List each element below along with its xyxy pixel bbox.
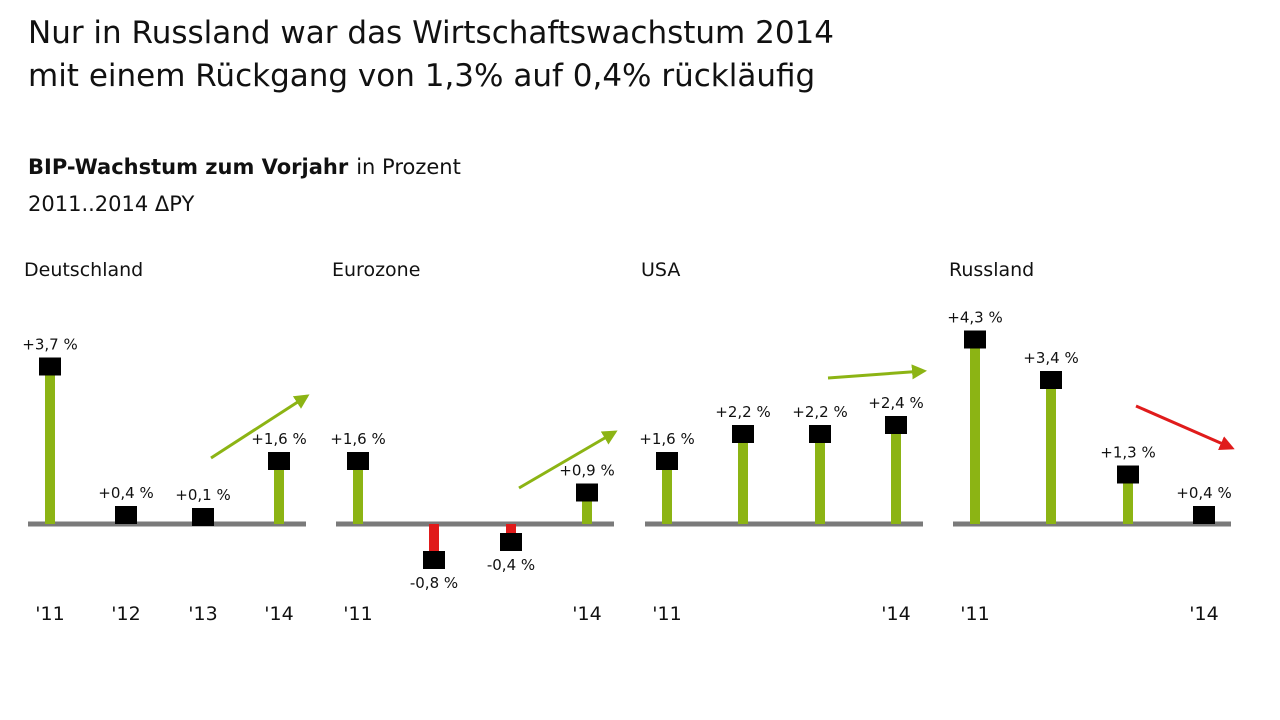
- panel-title: Eurozone: [332, 259, 420, 281]
- bar: [429, 524, 439, 560]
- x-tick-label: '11: [960, 603, 989, 625]
- x-tick-label: '14: [572, 603, 601, 625]
- value-marker: [115, 506, 137, 524]
- value-marker: [1193, 506, 1215, 524]
- value-marker: [576, 483, 598, 502]
- panel-eurozone: Eurozone +1,6 % -0,8 % -0,4 % +0,9 % '11 '14: [330, 259, 618, 625]
- value-marker: [964, 330, 986, 349]
- bar: [1046, 371, 1056, 524]
- data-label: +1,6 %: [639, 430, 694, 448]
- x-tick-label: '14: [1189, 603, 1218, 625]
- data-label: +1,6 %: [251, 430, 306, 448]
- value-marker: [39, 357, 61, 376]
- bar: [815, 425, 825, 524]
- data-label: +0,4 %: [1176, 484, 1231, 502]
- data-label: -0,4 %: [487, 556, 535, 574]
- data-label: +1,3 %: [1100, 444, 1155, 462]
- period-label: 2011..2014 ΔPY: [28, 192, 195, 216]
- x-tick-label: '14: [264, 603, 293, 625]
- data-label: +1,6 %: [330, 430, 385, 448]
- data-label: +3,7 %: [22, 336, 77, 354]
- data-label: +0,9 %: [559, 462, 614, 480]
- value-marker: [1040, 371, 1062, 389]
- x-tick-label: '11: [652, 603, 681, 625]
- data-label: +0,4 %: [98, 484, 153, 502]
- panel-russland: Russland +4,3 % +3,4 % +1,3 % +0,4 % '11 '14: [947, 259, 1235, 625]
- x-tick-label: '13: [188, 603, 217, 625]
- value-marker: [268, 452, 290, 470]
- value-marker: [347, 452, 369, 470]
- x-tick-label: '11: [35, 603, 64, 625]
- data-label: +2,2 %: [715, 403, 770, 421]
- x-tick-label: '12: [111, 603, 140, 625]
- data-label: +3,4 %: [1023, 349, 1078, 367]
- chart-subtitle: BIP-Wachstum zum Vorjahr in Prozent: [28, 152, 461, 182]
- value-marker: [885, 416, 907, 434]
- title-line-1: Nur in Russland war das Wirtschaftswachs…: [28, 15, 834, 51]
- value-marker: [656, 452, 678, 470]
- value-marker: [1117, 465, 1139, 484]
- bar: [891, 416, 901, 524]
- bar: [1123, 465, 1133, 524]
- value-marker: [192, 508, 214, 526]
- data-label: +2,4 %: [868, 394, 923, 412]
- value-marker: [500, 533, 522, 551]
- panel-title: USA: [641, 259, 680, 281]
- bar: [582, 483, 592, 524]
- bar: [970, 330, 980, 524]
- x-tick-label: '14: [881, 603, 910, 625]
- bar: [662, 452, 672, 524]
- bar: [353, 452, 363, 524]
- measure-label: BIP-Wachstum zum Vorjahr: [28, 155, 349, 179]
- bar: [45, 357, 55, 524]
- unit-label: in Prozent: [356, 155, 461, 179]
- value-marker: [809, 425, 831, 443]
- data-label: +0,1 %: [175, 486, 230, 504]
- data-label: +4,3 %: [947, 309, 1002, 327]
- trend-arrow-down: [1135, 404, 1235, 451]
- data-label: -0,8 %: [410, 574, 458, 592]
- trend-arrow-up: [210, 394, 310, 460]
- value-marker: [732, 425, 754, 443]
- trend-arrow-up: [518, 430, 618, 490]
- title-line-2: mit einem Rückgang von 1,3% auf 0,4% rüc…: [28, 58, 816, 94]
- panel-title: Deutschland: [24, 259, 143, 281]
- bar: [274, 452, 284, 524]
- trend-arrow-up: [827, 364, 927, 380]
- panel-title: Russland: [949, 259, 1034, 281]
- value-marker: [423, 551, 445, 569]
- chart-title: Nur in Russland war das Wirtschaftswachs…: [28, 12, 834, 98]
- panel-deutschland: Deutschland +3,7 % +0,4 % +0,1 % +1,6 % '11 '1…: [22, 259, 310, 625]
- x-tick-label: '11: [343, 603, 372, 625]
- panel-usa: USA +1,6 % +2,2 % +2,2 % +2,4 % '11 '14: [639, 259, 927, 625]
- bar: [738, 425, 748, 524]
- data-label: +2,2 %: [792, 403, 847, 421]
